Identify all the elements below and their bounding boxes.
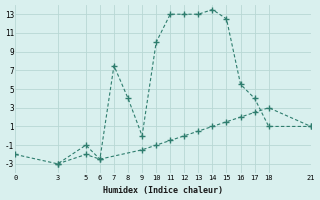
X-axis label: Humidex (Indice chaleur): Humidex (Indice chaleur)	[103, 186, 223, 195]
